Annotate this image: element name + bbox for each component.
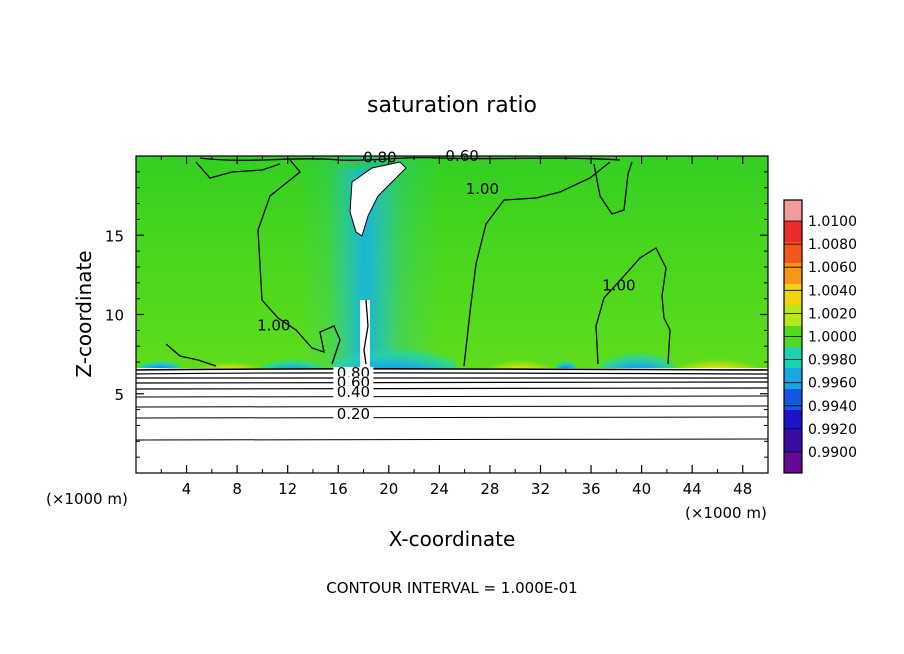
x-axis-label: X-coordinate [389, 527, 516, 551]
x-tick-label: 8 [232, 480, 242, 498]
contour-label: 0.40 [337, 383, 370, 401]
contour-interval-note: CONTOUR INTERVAL = 1.000E-01 [326, 579, 577, 597]
colorbar-segment [784, 410, 802, 432]
y-tick-label: 15 [105, 227, 124, 245]
colorbar-segment [784, 368, 802, 390]
x-units-label: (×1000 m) [46, 490, 128, 508]
contour-label: 0.80 [363, 148, 396, 166]
x-tick-label: 48 [733, 480, 752, 498]
x-tick-label: 4 [182, 480, 192, 498]
x-tick-label: 24 [430, 480, 449, 498]
colorbar-label: 0.9900 [808, 445, 857, 461]
colorbar-label: 1.0080 [808, 237, 857, 253]
contour-label-bg [333, 385, 374, 401]
colorbar-segment [784, 200, 802, 222]
contour-label: 1.00 [257, 316, 290, 334]
contour-label: 1.00 [602, 277, 635, 295]
colorbar-label: 0.9980 [808, 353, 857, 369]
heatmap-field [136, 156, 768, 473]
colorbar-label: 1.0000 [808, 330, 857, 346]
y-axis-label: Z-coordinate [72, 250, 96, 377]
colorbar-segment [784, 431, 802, 453]
colorbar-segment [784, 389, 802, 411]
y-axis-ticks: 5 10 15 [105, 171, 768, 458]
colorbar-segment [784, 242, 802, 264]
colorbar-label: 0.9920 [808, 422, 857, 438]
colorbar-segment [784, 221, 802, 243]
x-tick-label: 20 [379, 480, 398, 498]
chart-title: saturation ratio [367, 93, 537, 118]
colorbar-label: 1.0100 [808, 214, 857, 230]
y-tick-label: 10 [105, 307, 124, 325]
colorbar-label: 0.9960 [808, 376, 857, 392]
colorbar-segment [784, 284, 802, 306]
y-tick-label: 5 [114, 386, 124, 404]
x-units-label-right: (×1000 m) [685, 504, 767, 522]
low-contour-lines [136, 368, 768, 441]
x-tick-label: 16 [329, 480, 348, 498]
x-tick-label: 36 [581, 480, 600, 498]
x-axis-ticks: 4 8 12 16 20 24 28 32 36 40 44 48 [160, 156, 752, 498]
x-tick-label: 44 [683, 480, 702, 498]
colorbar-label: 1.0060 [808, 260, 857, 276]
x-tick-label: 40 [632, 480, 651, 498]
contour-label: 0.20 [337, 405, 370, 423]
x-tick-label: 28 [480, 480, 499, 498]
contour-label-bg [333, 408, 374, 424]
colorbar: 1.0100 1.0080 1.0060 1.0040 1.0020 1.0000 0.99… [783, 199, 857, 474]
colorbar-segment [784, 305, 802, 327]
colorbar-segment [784, 452, 802, 474]
colorbar-label: 1.0040 [808, 283, 857, 299]
colorbar-segment [784, 263, 802, 285]
colorbar-label: 1.0020 [808, 306, 857, 322]
x-tick-label: 32 [531, 480, 550, 498]
contour-labels: 0.80 0.601.001.001.000.800.600.400.20 [257, 147, 636, 424]
colorbar-label: 0.9940 [808, 399, 857, 415]
x-tick-label: 12 [278, 480, 297, 498]
contour-label: 1.00 [466, 180, 499, 198]
colorbar-segment [784, 347, 802, 369]
